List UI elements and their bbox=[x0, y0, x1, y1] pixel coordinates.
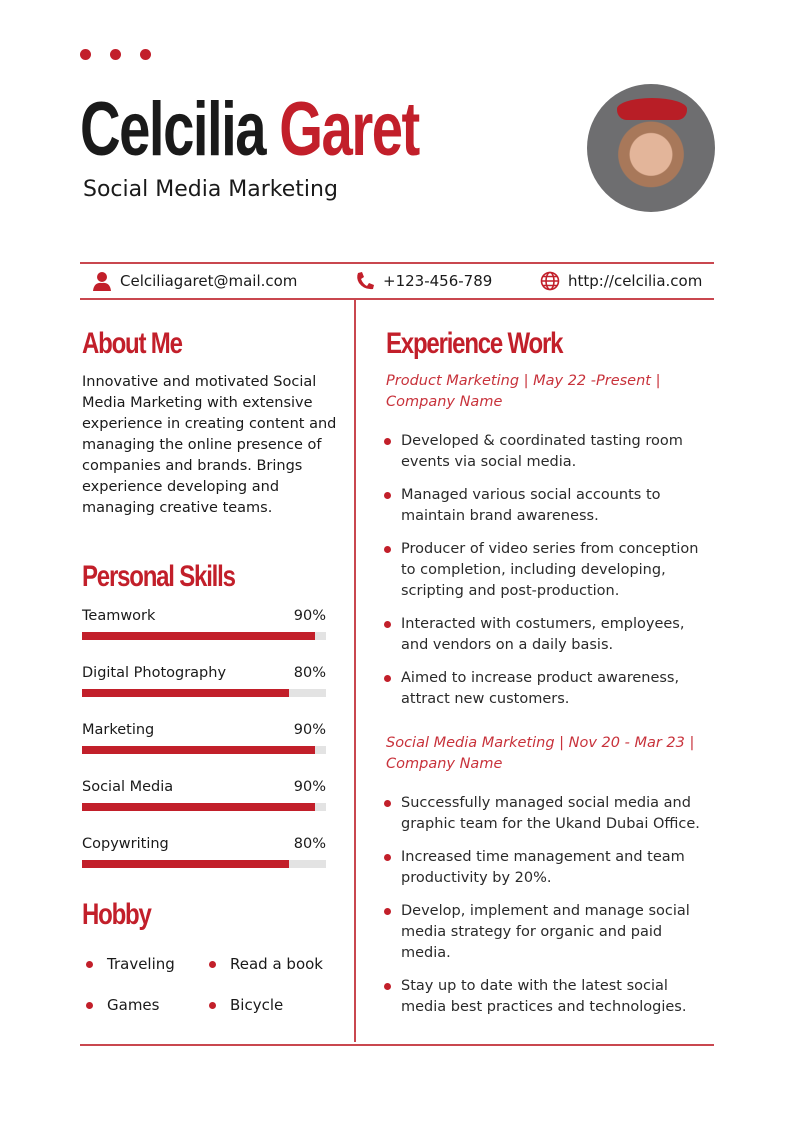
contact-email: Celciliagaret@mail.com bbox=[92, 271, 297, 291]
skill-label: Copywriting bbox=[82, 836, 169, 852]
phone-text: +123-456-789 bbox=[383, 272, 493, 290]
hobby-item: Games bbox=[86, 996, 159, 1014]
skill-item: Social Media 90% bbox=[82, 779, 326, 811]
job-heading: Social Media Marketing | Nov 20 - Mar 23… bbox=[386, 735, 695, 772]
skill-label: Marketing bbox=[82, 722, 155, 738]
full-name: Celcilia Garet bbox=[80, 92, 420, 168]
divider bbox=[80, 298, 714, 300]
experience-title: Experience Work bbox=[386, 327, 564, 360]
experience-bullet: Increased time management and team produ… bbox=[384, 847, 714, 889]
bullet-icon bbox=[384, 908, 391, 915]
contact-website: http://celcilia.com bbox=[540, 271, 702, 291]
skill-bar bbox=[82, 689, 326, 697]
skill-percent: 90% bbox=[293, 608, 326, 624]
column-divider bbox=[354, 300, 356, 1042]
skill-item: Marketing 90% bbox=[82, 722, 326, 754]
decor-dot bbox=[80, 49, 91, 60]
decor-dot bbox=[140, 49, 151, 60]
experience-bullet: Interacted with costumers, employees, an… bbox=[384, 614, 714, 656]
email-text: Celciliagaret@mail.com bbox=[120, 272, 298, 290]
bullet-icon bbox=[384, 621, 391, 628]
experience-bullet: Producer of video series from conception… bbox=[384, 539, 714, 602]
profile-photo bbox=[587, 84, 715, 212]
skill-bar bbox=[82, 860, 326, 868]
bullet-icon bbox=[384, 492, 391, 499]
skill-bar-fill bbox=[82, 860, 289, 868]
job-role: Social Media Marketing bbox=[83, 177, 338, 202]
skill-item: Copywriting 80% bbox=[82, 836, 326, 868]
about-text: Innovative and motivated Social Media Ma… bbox=[82, 374, 337, 516]
bullet-icon bbox=[384, 675, 391, 682]
hobby-item: Traveling bbox=[86, 955, 175, 973]
experience-bullet: Stay up to date with the latest social m… bbox=[384, 976, 714, 1018]
decor-dot bbox=[110, 49, 121, 60]
skill-percent: 90% bbox=[293, 779, 326, 795]
hobby-item: Read a book bbox=[209, 955, 323, 973]
last-name: Garet bbox=[279, 87, 420, 172]
bullet-icon bbox=[384, 438, 391, 445]
skill-bar-fill bbox=[82, 632, 315, 640]
job-heading: Product Marketing | May 22 -Present | Co… bbox=[386, 373, 661, 410]
experience-bullet: Managed various social accounts to maint… bbox=[384, 485, 714, 527]
skill-item: Digital Photography 80% bbox=[82, 665, 326, 697]
experience-bullet: Successfully managed social media and gr… bbox=[384, 793, 714, 835]
skill-bar-fill bbox=[82, 689, 289, 697]
skill-percent: 80% bbox=[293, 836, 326, 852]
skill-bar-fill bbox=[82, 803, 315, 811]
skill-percent: 90% bbox=[293, 722, 326, 738]
skills-title: Personal Skills bbox=[82, 560, 236, 593]
divider bbox=[80, 1044, 714, 1046]
skill-bar bbox=[82, 632, 326, 640]
skill-label: Social Media bbox=[82, 779, 174, 795]
skill-percent: 80% bbox=[293, 665, 326, 681]
experience-bullet: Developed & coordinated tasting room eve… bbox=[384, 431, 714, 473]
hobby-item: Bicycle bbox=[209, 996, 283, 1014]
skill-label: Digital Photography bbox=[82, 665, 227, 681]
globe-icon bbox=[540, 271, 560, 291]
contact-phone: +123-456-789 bbox=[355, 271, 492, 291]
phone-icon bbox=[357, 272, 374, 290]
person-icon bbox=[93, 272, 111, 291]
hobby-title: Hobby bbox=[82, 898, 152, 931]
skill-label: Teamwork bbox=[82, 608, 156, 624]
bullet-icon bbox=[384, 854, 391, 861]
skill-bar bbox=[82, 803, 326, 811]
about-title: About Me bbox=[82, 327, 183, 360]
divider bbox=[80, 262, 714, 264]
website-text: http://celcilia.com bbox=[568, 272, 703, 290]
skill-item: Teamwork 90% bbox=[82, 608, 326, 640]
bullet-icon bbox=[384, 800, 391, 807]
experience-bullet: Develop, implement and manage social med… bbox=[384, 901, 714, 964]
bullet-icon bbox=[384, 546, 391, 553]
skill-bar bbox=[82, 746, 326, 754]
skill-bar-fill bbox=[82, 746, 315, 754]
first-name: Celcilia bbox=[80, 87, 267, 172]
experience-bullet: Aimed to increase product awareness, att… bbox=[384, 668, 714, 710]
bullet-icon bbox=[384, 983, 391, 990]
